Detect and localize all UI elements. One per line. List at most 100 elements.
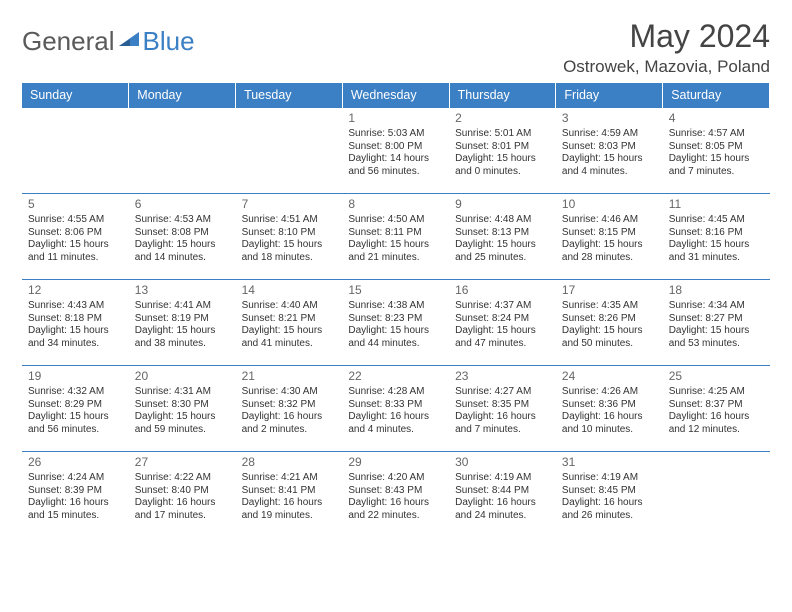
sunset-text: Sunset: 8:08 PM (135, 227, 230, 240)
daylight-text: Daylight: 15 hours and 41 minutes. (242, 325, 337, 350)
daylight-text: Daylight: 16 hours and 26 minutes. (562, 497, 657, 522)
calendar-week: 26Sunrise: 4:24 AMSunset: 8:39 PMDayligh… (22, 452, 770, 538)
calendar-cell: 1Sunrise: 5:03 AMSunset: 8:00 PMDaylight… (342, 108, 449, 194)
daylight-text: Daylight: 16 hours and 10 minutes. (562, 411, 657, 436)
day-number: 26 (28, 455, 123, 470)
day-number: 14 (242, 283, 337, 298)
sunset-text: Sunset: 8:24 PM (455, 313, 550, 326)
sunrise-text: Sunrise: 4:30 AM (242, 386, 337, 399)
calendar-cell: 5Sunrise: 4:55 AMSunset: 8:06 PMDaylight… (22, 194, 129, 280)
calendar-cell: 24 Sunrise: 4:26 AMSunset: 8:36 PMDayligh… (556, 366, 663, 452)
daylight-text: Daylight: 16 hours and 12 minutes. (669, 411, 764, 436)
day-number: 4 (669, 111, 764, 126)
calendar-cell: 13Sunrise: 4:41 AMSunset: 8:19 PMDayligh… (129, 280, 236, 366)
sunset-text: Sunset: 8:36 PM (562, 399, 657, 412)
calendar-cell (663, 452, 770, 538)
sunrise-text: Sunrise: 4:24 AM (28, 472, 123, 485)
sunrise-text: Sunrise: 4:45 AM (669, 214, 764, 227)
sunset-text: Sunset: 8:01 PM (455, 141, 550, 154)
daylight-text: Daylight: 15 hours and 50 minutes. (562, 325, 657, 350)
sunrise-text: Sunrise: 4:19 AM (455, 472, 550, 485)
calendar-cell: 7Sunrise: 4:51 AMSunset: 8:10 PMDaylight… (236, 194, 343, 280)
calendar-cell: 6Sunrise: 4:53 AMSunset: 8:08 PMDaylight… (129, 194, 236, 280)
sunrise-text: Sunrise: 4:43 AM (28, 300, 123, 313)
calendar-cell: 2Sunrise: 5:01 AMSunset: 8:01 PMDaylight… (449, 108, 556, 194)
daylight-text: Daylight: 14 hours and 56 minutes. (348, 153, 443, 178)
weekday-header: Saturday (663, 83, 770, 108)
day-number: 5 (28, 197, 123, 212)
calendar-cell: 27Sunrise: 4:22 AMSunset: 8:40 PMDayligh… (129, 452, 236, 538)
sunrise-text: Sunrise: 4:53 AM (135, 214, 230, 227)
calendar-week: 1Sunrise: 5:03 AMSunset: 8:00 PMDaylight… (22, 108, 770, 194)
sunset-text: Sunset: 8:19 PM (135, 313, 230, 326)
daylight-text: Daylight: 16 hours and 4 minutes. (348, 411, 443, 436)
day-number: 17 (562, 283, 657, 298)
daylight-text: Daylight: 15 hours and 56 minutes. (28, 411, 123, 436)
daylight-text: Daylight: 15 hours and 21 minutes. (348, 239, 443, 264)
daylight-text: Daylight: 15 hours and 53 minutes. (669, 325, 764, 350)
daylight-text: Daylight: 15 hours and 7 minutes. (669, 153, 764, 178)
day-number: 18 (669, 283, 764, 298)
day-number: 30 (455, 455, 550, 470)
calendar-cell: 3Sunrise: 4:59 AMSunset: 8:03 PMDaylight… (556, 108, 663, 194)
daylight-text: Daylight: 16 hours and 24 minutes. (455, 497, 550, 522)
day-number: 8 (348, 197, 443, 212)
sunrise-text: Sunrise: 4:25 AM (669, 386, 764, 399)
day-number: 28 (242, 455, 337, 470)
calendar-table: Sunday Monday Tuesday Wednesday Thursday… (22, 83, 770, 538)
calendar-cell: 29Sunrise: 4:20 AMSunset: 8:43 PMDayligh… (342, 452, 449, 538)
calendar-week: 19Sunrise: 4:32 AMSunset: 8:29 PMDayligh… (22, 366, 770, 452)
sunset-text: Sunset: 8:27 PM (669, 313, 764, 326)
weekday-header: Tuesday (236, 83, 343, 108)
sunrise-text: Sunrise: 4:26 AM (562, 386, 657, 399)
sunset-text: Sunset: 8:15 PM (562, 227, 657, 240)
day-number: 10 (562, 197, 657, 212)
calendar-body: 1Sunrise: 5:03 AMSunset: 8:00 PMDaylight… (22, 108, 770, 538)
day-number: 23 (455, 369, 550, 384)
sunrise-text: Sunrise: 4:32 AM (28, 386, 123, 399)
sunset-text: Sunset: 8:16 PM (669, 227, 764, 240)
calendar-cell: 15Sunrise: 4:38 AMSunset: 8:23 PMDayligh… (342, 280, 449, 366)
daylight-text: Daylight: 15 hours and 31 minutes. (669, 239, 764, 264)
sunset-text: Sunset: 8:06 PM (28, 227, 123, 240)
day-number: 15 (348, 283, 443, 298)
sunrise-text: Sunrise: 4:50 AM (348, 214, 443, 227)
sunrise-text: Sunrise: 4:57 AM (669, 128, 764, 141)
daylight-text: Daylight: 16 hours and 15 minutes. (28, 497, 123, 522)
day-number: 25 (669, 369, 764, 384)
daylight-text: Daylight: 16 hours and 2 minutes. (242, 411, 337, 436)
calendar-cell (129, 108, 236, 194)
sunset-text: Sunset: 8:10 PM (242, 227, 337, 240)
sunrise-text: Sunrise: 5:03 AM (348, 128, 443, 141)
sunrise-text: Sunrise: 4:51 AM (242, 214, 337, 227)
sunset-text: Sunset: 8:29 PM (28, 399, 123, 412)
daylight-text: Daylight: 15 hours and 18 minutes. (242, 239, 337, 264)
daylight-text: Daylight: 15 hours and 25 minutes. (455, 239, 550, 264)
sunset-text: Sunset: 8:43 PM (348, 485, 443, 498)
calendar-cell (22, 108, 129, 194)
sunset-text: Sunset: 8:45 PM (562, 485, 657, 498)
sunset-text: Sunset: 8:03 PM (562, 141, 657, 154)
sunset-text: Sunset: 8:26 PM (562, 313, 657, 326)
logo-word2: Blue (143, 26, 195, 57)
daylight-text: Daylight: 15 hours and 28 minutes. (562, 239, 657, 264)
daylight-text: Daylight: 16 hours and 17 minutes. (135, 497, 230, 522)
sunrise-text: Sunrise: 4:48 AM (455, 214, 550, 227)
sunrise-text: Sunrise: 4:40 AM (242, 300, 337, 313)
daylight-text: Daylight: 15 hours and 14 minutes. (135, 239, 230, 264)
day-number: 20 (135, 369, 230, 384)
sunrise-text: Sunrise: 4:59 AM (562, 128, 657, 141)
sunset-text: Sunset: 8:11 PM (348, 227, 443, 240)
day-number: 27 (135, 455, 230, 470)
sunset-text: Sunset: 8:13 PM (455, 227, 550, 240)
day-number: 12 (28, 283, 123, 298)
day-number: 3 (562, 111, 657, 126)
day-number: 29 (348, 455, 443, 470)
day-number: 31 (562, 455, 657, 470)
day-number: 24 (562, 369, 657, 384)
logo-word1: General (22, 26, 115, 57)
day-number: 16 (455, 283, 550, 298)
day-number: 21 (242, 369, 337, 384)
logo-triangle-icon (119, 30, 139, 53)
daylight-text: Daylight: 15 hours and 44 minutes. (348, 325, 443, 350)
